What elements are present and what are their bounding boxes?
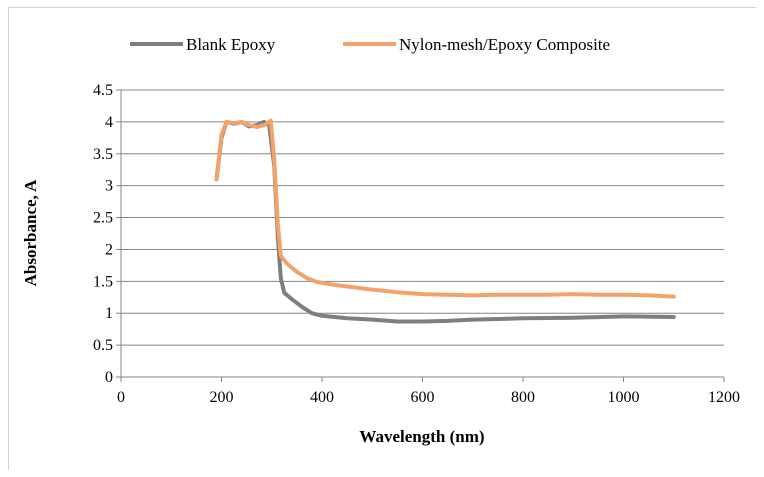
chart-frame — [8, 7, 756, 470]
y-tick-label: 1 — [105, 305, 113, 322]
series-line-nylon-mesh-epoxy-composite — [214, 118, 676, 299]
axes — [116, 89, 725, 382]
legend: Blank Epoxy Nylon-mesh/Epoxy Composite — [130, 35, 610, 54]
y-tick-label: 0.5 — [93, 337, 113, 354]
legend-label-nylon-mesh-epoxy: Nylon-mesh/Epoxy Composite — [399, 35, 610, 54]
x-tick-label: 400 — [310, 389, 334, 406]
y-tick-label: 4 — [105, 114, 113, 131]
y-tick-label: 3 — [105, 178, 113, 195]
y-tick-label: 0 — [105, 369, 113, 386]
series-lines — [214, 118, 676, 324]
y-tick-label: 2 — [105, 241, 113, 258]
y-tick-label: 4.5 — [93, 82, 113, 99]
x-axis-title: Wavelength (nm) — [359, 427, 484, 446]
series-line-blank-epoxy — [214, 119, 676, 324]
x-tick-label: 800 — [511, 389, 535, 406]
legend-label-blank-epoxy: Blank Epoxy — [186, 35, 276, 54]
gridlines — [121, 89, 724, 346]
y-tick-label: 1.5 — [93, 273, 113, 290]
x-tick-label: 1200 — [708, 389, 740, 406]
y-axis-title: Absorbance, A — [21, 179, 40, 286]
x-tick-label: 0 — [117, 389, 125, 406]
x-tick-label: 200 — [210, 389, 234, 406]
y-tick-labels: 0 0.5 1 1.5 2 2.5 3 3.5 4 4.5 — [93, 82, 113, 386]
x-tick-labels: 0 200 400 600 800 1000 1200 — [117, 389, 740, 406]
x-tick-label: 1000 — [608, 389, 640, 406]
y-tick-label: 3.5 — [93, 146, 113, 163]
y-tick-label: 2.5 — [93, 210, 113, 227]
x-tick-label: 600 — [411, 389, 435, 406]
